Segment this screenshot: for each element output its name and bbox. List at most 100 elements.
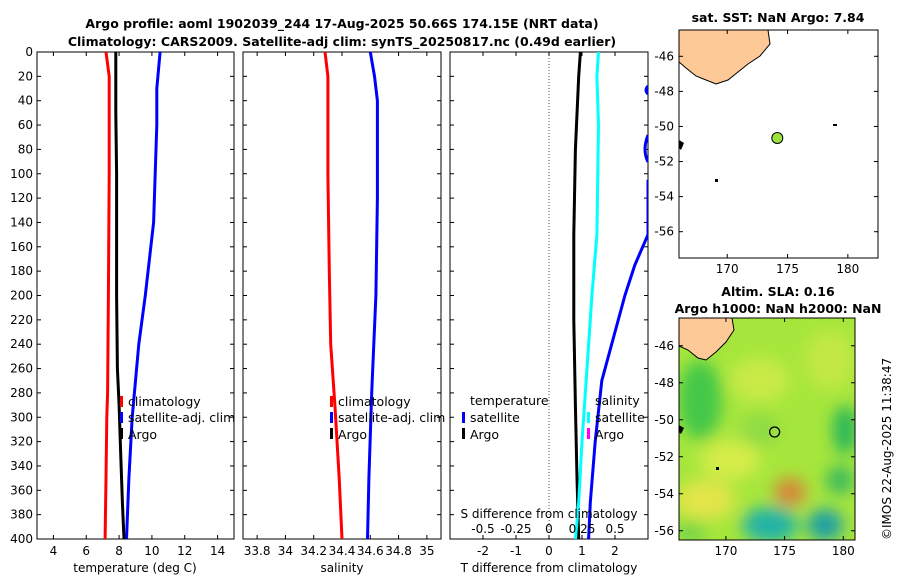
series-fragment (644, 84, 648, 96)
map-y-tick-label: -48 (654, 376, 674, 390)
sst-map-ticks: 170 175 180 -46 -48 -50 -52 -54 -56 (654, 30, 878, 276)
main-title-line1: Argo profile: aoml 1902039_244 17-Aug-20… (85, 16, 598, 32)
map-y-tick-label: -46 (654, 339, 674, 353)
s-tick-label: 0.25 (569, 522, 596, 536)
x-tick-label: 35 (419, 544, 434, 558)
legend-climatology: climatology (338, 394, 411, 409)
sla-map-panel: Altim. SLA: 0.16 Argo h1000: NaN h2000: … (654, 284, 881, 558)
legend-swatch-s-argo (587, 428, 590, 439)
series-line-satellite-adj-clim (125, 52, 162, 539)
sla-heatmap (679, 318, 855, 540)
map-y-tick-label: -54 (654, 190, 674, 204)
legend-temperature-title: temperature (470, 393, 549, 408)
legend-s-satellite: satellite (595, 410, 645, 425)
land-new-zealand (679, 30, 771, 85)
sla-map-title: Altim. SLA: 0.16 (721, 284, 835, 299)
legend-satellite: satellite-adj. clim (338, 410, 445, 425)
legend-swatch-argo (330, 428, 333, 439)
x-tick-label: 34 (278, 544, 293, 558)
x-tick-label: -1 (510, 544, 522, 558)
difference-y-ticks (450, 51, 648, 540)
x-tick-label: 0 (545, 544, 553, 558)
difference-lines (572, 52, 648, 539)
land-new-zealand (679, 318, 735, 361)
y-tick-label: 180 (10, 264, 33, 278)
legend-swatch-argo (120, 428, 123, 439)
map-y-tick-label: -52 (654, 450, 674, 464)
y-tick-label: 40 (18, 94, 33, 108)
legend-satellite: satellite-adj. clim (128, 410, 235, 425)
y-tick-label: 200 (10, 289, 33, 303)
island-marker (833, 124, 837, 126)
salinity-panel: 33.8 34 34.2 34.4 34.6 34.8 35 salinity climat… (242, 51, 445, 575)
s-tick-label: 0 (545, 522, 553, 536)
argo-float-marker (768, 426, 781, 438)
x-tick-label: 2 (611, 544, 619, 558)
legend-swatch-climatology (120, 396, 123, 407)
y-tick-label: 160 (10, 240, 33, 254)
s-tick-label: -0.5 (471, 522, 494, 536)
map-x-tick-label: 180 (832, 544, 855, 558)
x-tick-label: 4 (50, 544, 58, 558)
temperature-lines (103, 52, 162, 539)
y-tick-label: 240 (10, 337, 33, 351)
y-tick-label: 280 (10, 386, 33, 400)
map-y-tick-label: -52 (654, 155, 674, 169)
map-x-tick-label: 170 (716, 262, 739, 276)
x-tick-label: -2 (477, 544, 489, 558)
x-tick-label: 34.6 (357, 544, 384, 558)
y-tick-label: 0 (25, 45, 33, 59)
series-line-climatology (103, 52, 111, 539)
sst-map-panel: sat. SST: NaN Argo: 7.84 170 175 180 -46 -48… (654, 10, 879, 276)
x-tick-label: 1 (578, 544, 586, 558)
legend-argo: Argo (338, 427, 367, 442)
y-tick-label: 340 (10, 459, 33, 473)
legend-argo: Argo (128, 427, 157, 442)
y-tick-label: 80 (18, 142, 33, 156)
salinity-x-ticks: 33.8 34 34.2 34.4 34.6 34.8 35 (244, 52, 434, 558)
temperature-axes (36, 51, 235, 540)
x-tick-label: 12 (177, 544, 192, 558)
salinity-xlabel: salinity (320, 561, 363, 575)
sst-map-frame (678, 29, 879, 259)
temperature-legend: climatology satellite-adj. clim Argo (120, 394, 235, 442)
x-tick-label: 34.4 (329, 544, 356, 558)
x-tick-label: 34.2 (300, 544, 327, 558)
temperature-x-ticks: 4 6 8 10 12 14 (50, 52, 225, 558)
temperature-xlabel: temperature (deg C) (73, 561, 196, 575)
island-marker (715, 179, 718, 182)
sla-map-ticks: 170 175 180 -46 -48 -50 -52 -54 -56 (654, 318, 855, 558)
y-tick-label: 260 (10, 362, 33, 376)
map-y-tick-label: -48 (654, 84, 674, 98)
y-tick-label: 20 (18, 69, 33, 83)
map-x-tick-label: 180 (836, 262, 859, 276)
x-tick-label: 33.8 (244, 544, 271, 558)
map-y-tick-label: -50 (654, 119, 674, 133)
sst-map-title: sat. SST: NaN Argo: 7.84 (692, 10, 865, 25)
x-tick-label: 14 (210, 544, 225, 558)
argo-float-marker (771, 132, 784, 144)
map-y-tick-label: -50 (654, 413, 674, 427)
t-diff-xlabel: T difference from climatology (460, 561, 638, 575)
difference-x-ticks: -2 -1 0 1 2 (477, 52, 619, 558)
y-tick-label: 300 (10, 410, 33, 424)
map-x-tick-label: 175 (773, 544, 796, 558)
y-tick-label: 380 (10, 508, 33, 522)
series-line-t-diff-argo (572, 52, 582, 539)
legend-swatch-satellite (462, 412, 465, 423)
y-tick-label: 140 (10, 215, 33, 229)
legend-climatology: climatology (128, 394, 201, 409)
s-tick-label: -0.25 (500, 522, 531, 536)
y-tick-label: 400 (10, 532, 33, 546)
y-tick-label: 120 (10, 191, 33, 205)
sla-map-frame (678, 317, 856, 541)
legend-t-argo: Argo (470, 427, 499, 442)
imos-watermark: ©IMOS 22-Aug-2025 11:38:47 (880, 358, 894, 540)
legend-swatch-satellite (330, 412, 333, 423)
series-line-t-diff-satellite (587, 179, 648, 539)
x-tick-label: 34.8 (385, 544, 412, 558)
legend-swatch-s-satellite (587, 412, 590, 423)
legend-salinity-title: salinity (595, 393, 640, 408)
map-x-tick-label: 170 (714, 544, 737, 558)
